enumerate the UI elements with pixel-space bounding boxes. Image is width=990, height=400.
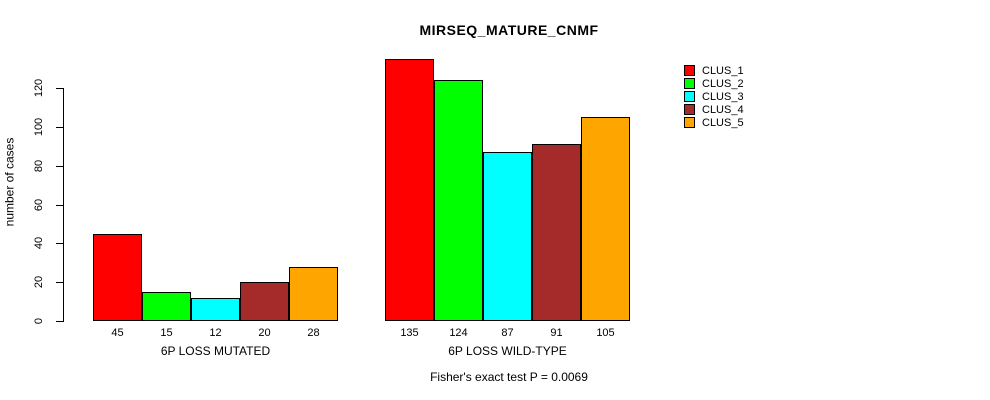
y-axis-tick-text: 120 [32,78,45,98]
legend-item: CLUS_5 [684,116,744,129]
annotation-text: Fisher's exact test P = 0.0069 [430,370,588,384]
bar-clus_2 [142,292,191,321]
legend-item: CLUS_2 [684,77,744,90]
bar-value-label: 28 [307,327,320,339]
bar-clus_2 [434,80,483,321]
y-axis-tick [56,243,63,244]
y-axis-tick [56,321,63,322]
y-axis-tick [56,282,63,283]
y-axis-tick-text: 60 [33,198,45,212]
bar-clus_3 [191,298,240,321]
bar-clus_4 [532,144,581,321]
bar-value-label: 124 [449,327,468,339]
bar-value-label: 105 [596,327,615,339]
y-axis-tick-text: 80 [33,159,45,173]
legend-swatch-clus_1 [684,65,695,76]
bar-clus_1 [93,234,142,321]
legend-label: CLUS_3 [702,90,744,103]
legend-item: CLUS_1 [684,64,744,77]
y-axis-tick-text: 40 [33,236,45,250]
y-axis-tick-label: 0 [28,310,50,332]
legend-item: CLUS_3 [684,90,744,103]
bar-value-label: 15 [160,327,173,339]
legend-label: CLUS_1 [702,64,744,77]
chart-title: MIRSEQ_MATURE_CNMF [419,22,599,38]
y-axis-tick [56,127,63,128]
y-axis-tick-text: 100 [32,117,45,137]
bar-clus_4 [240,282,289,321]
y-axis-title: number of cases [2,137,16,227]
bar-value-label: 87 [501,327,514,339]
bar-clus_3 [483,152,532,321]
y-axis-tick-text: 20 [33,275,45,289]
bar-value-label: 91 [550,327,563,339]
legend-swatch-clus_2 [684,78,695,89]
y-axis-tick [56,205,63,206]
y-axis-tick-label: 20 [28,271,50,293]
group-label: 6P LOSS WILD-TYPE [448,344,567,358]
y-axis-tick [56,166,63,167]
y-axis-tick-label: 80 [28,155,50,177]
legend-label: CLUS_4 [702,103,744,116]
y-axis-tick-label: 120 [28,77,50,99]
legend-item: CLUS_4 [684,103,744,116]
bar-clus_5 [581,117,630,321]
bar-clus_1 [385,59,434,321]
y-axis-tick-label: 60 [28,194,50,216]
y-axis-tick-text: 0 [33,317,45,325]
y-axis-tick-label: 40 [28,232,50,254]
legend-swatch-clus_5 [684,117,695,128]
y-axis-title-box: number of cases [0,115,18,249]
legend-swatch-clus_4 [684,104,695,115]
bar-value-label: 20 [258,327,271,339]
legend-label: CLUS_2 [702,77,744,90]
bar-clus_5 [289,267,338,321]
y-axis-tick [56,88,63,89]
legend-label: CLUS_5 [702,116,744,129]
bar-value-label: 45 [111,327,124,339]
bar-value-label: 12 [209,327,222,339]
group-label: 6P LOSS MUTATED [160,344,271,358]
y-axis-line [63,88,64,322]
y-axis-tick-label: 100 [28,116,50,138]
legend-swatch-clus_3 [684,91,695,102]
bar-value-label: 135 [400,327,419,339]
